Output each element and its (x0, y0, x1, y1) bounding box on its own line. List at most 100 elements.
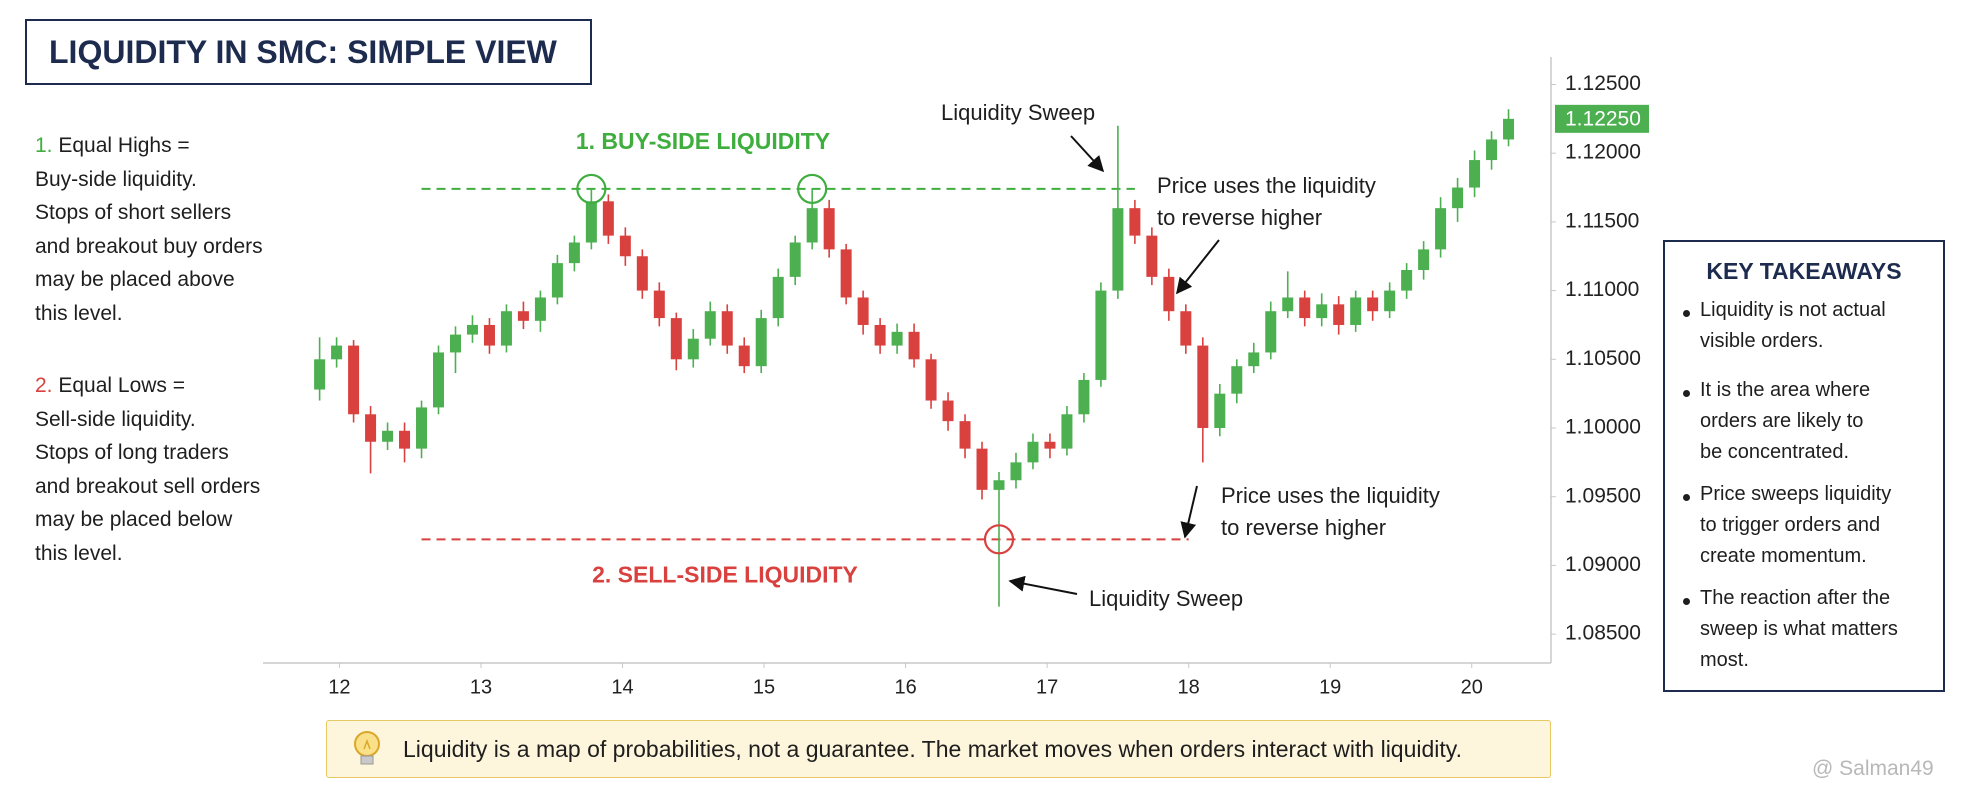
watermark: @ Salman49 (1812, 757, 1934, 780)
candle-body (551, 263, 563, 298)
note-line: Sell-side liquidity. (35, 408, 196, 432)
lightbulb-icon (354, 731, 380, 765)
y-tick-label: 1.11500 (1565, 209, 1639, 232)
note-text: this level. (35, 541, 123, 565)
annotation-text: to reverse higher (1157, 205, 1323, 230)
annotation-text: Liquidity Sweep (1089, 586, 1244, 611)
note-line: Buy-side liquidity. (35, 168, 197, 192)
level-label: 1. BUY-SIDE LIQUIDITY (576, 128, 830, 154)
note-text: and breakout buy orders (35, 234, 263, 258)
candle-body (568, 242, 580, 264)
arrow (1008, 575, 1078, 595)
y-tick-label: 1.12500 (1565, 72, 1641, 95)
candle-body (959, 421, 971, 449)
takeaway-line: orders are likely to (1700, 410, 1864, 432)
note-text: Equal Highs = (58, 134, 190, 157)
takeaway-line: most. (1700, 649, 1749, 671)
annotation-text: Price uses the liquidity (1157, 173, 1376, 198)
candle-body (636, 256, 648, 291)
y-tick-label: 1.09500 (1565, 484, 1641, 507)
candle-body (1129, 208, 1141, 236)
annotation: Liquidity Sweep (1089, 583, 1243, 615)
candle-body (1010, 462, 1022, 481)
candle-body (1469, 160, 1481, 188)
candle-body (1282, 297, 1294, 312)
candle-body (1078, 379, 1090, 415)
x-tick-label: 20 (1461, 676, 1483, 698)
takeaway-line: It is the area where (1700, 379, 1871, 401)
candle-body (483, 324, 495, 346)
candle-body (755, 318, 767, 367)
note-text: Stops of long traders (35, 441, 229, 464)
note-line: 1. Equal Highs = (35, 134, 190, 158)
candle-body (1316, 304, 1328, 319)
annotation-text: Price uses the liquidity (1221, 483, 1440, 508)
candle-body (1299, 297, 1311, 319)
x-tick-label: 12 (328, 676, 350, 698)
annotation-text: to reverse higher (1221, 515, 1387, 540)
takeaway-line: sweep is what matters (1700, 618, 1898, 640)
takeaway-line: create momentum. (1700, 545, 1867, 567)
annotation-text: Liquidity Sweep (941, 100, 1096, 125)
bullet (1683, 494, 1690, 501)
candle-body (585, 201, 597, 243)
candle-body (1384, 290, 1396, 312)
candle-body (789, 242, 801, 277)
candle-body (653, 290, 665, 319)
y-tick-label: 1.10000 (1565, 416, 1641, 439)
note-text: Sell-side liquidity. (35, 407, 196, 431)
candle-body (1231, 366, 1243, 394)
key-title: KEY TAKEAWAYS (1706, 258, 1902, 284)
title-box: LIQUIDITY IN SMC: SIMPLE VIEW (25, 19, 592, 85)
candle-body (1350, 297, 1362, 325)
candle-body (823, 208, 835, 250)
takeaway-line: be concentrated. (1700, 441, 1849, 463)
candle-body (1180, 311, 1192, 346)
candle-body (449, 334, 461, 353)
candle-body (993, 480, 1005, 490)
candle-body (891, 331, 903, 346)
arrow (1070, 135, 1105, 173)
candle-body (1452, 187, 1464, 209)
candle-body (772, 276, 784, 319)
level-label: 2. SELL-SIDE LIQUIDITY (592, 561, 858, 587)
candle-body (976, 448, 988, 490)
takeaway-line: visible orders. (1700, 330, 1824, 352)
candle-body (1146, 235, 1158, 277)
candle-body (1418, 249, 1430, 270)
y-tick-label: 1.10500 (1565, 347, 1641, 370)
note-text: Buy-side liquidity. (35, 167, 197, 191)
takeaway-line: to trigger orders and (1700, 514, 1881, 536)
candle-body (670, 318, 682, 360)
annotation: Price uses the liquidity to reverse highe… (1157, 170, 1376, 234)
candle-body (382, 430, 394, 442)
candle-body (534, 297, 546, 321)
note-line: may be placed above (35, 268, 235, 292)
candle-body (908, 331, 920, 360)
candle-body (840, 249, 852, 298)
candle-body (416, 407, 428, 449)
candle-body (314, 359, 326, 390)
y-tick-label: 1.08500 (1565, 622, 1641, 645)
note-line: Stops of short sellers (35, 201, 231, 225)
candle-body (517, 311, 529, 321)
candle-body (942, 400, 954, 422)
candle-body (500, 311, 512, 346)
note-line: and breakout buy orders (35, 235, 263, 259)
note-line: Stops of long traders (35, 441, 229, 465)
candle-body (1214, 393, 1226, 429)
x-tick-label: 14 (611, 676, 633, 698)
x-tick-label: 13 (470, 676, 492, 698)
candle-body (1333, 304, 1345, 325)
x-tick-label: 19 (1319, 676, 1341, 698)
footer-note-box: Liquidity is a map of probabilities, not… (326, 720, 1551, 778)
candle-body (1027, 441, 1039, 463)
candle-body (1248, 352, 1260, 367)
candle-body (687, 338, 699, 360)
note-text: Stops of short sellers (35, 201, 232, 224)
y-tick-label: 1.09000 (1565, 553, 1641, 576)
candle-body (365, 414, 377, 442)
candle-body (738, 345, 750, 367)
